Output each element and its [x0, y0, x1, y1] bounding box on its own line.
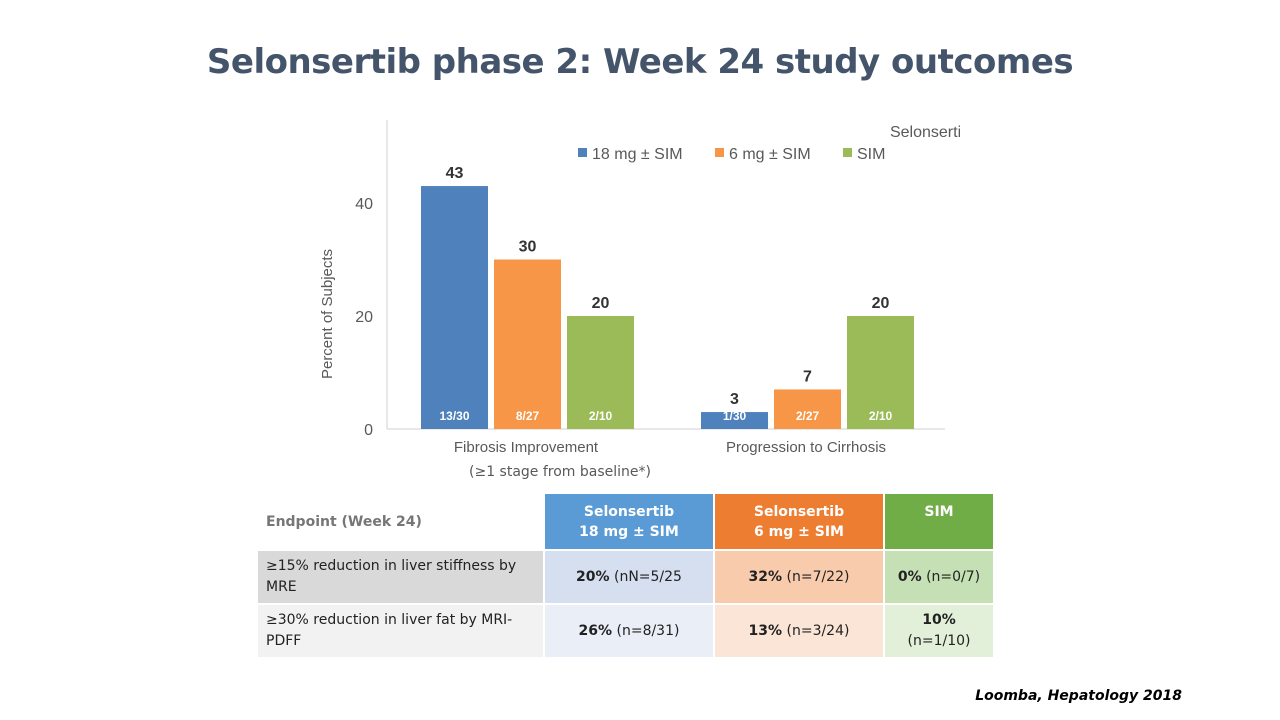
legend-label: 18 mg ± SIM: [592, 146, 683, 163]
y-tick-label: 40: [355, 196, 373, 213]
col-header-18mg: Selonsertib 18 mg ± SIM: [544, 494, 715, 550]
bar: [567, 316, 634, 429]
y-axis-label: Percent of Subjects: [319, 249, 336, 379]
y-tick-label: 0: [364, 422, 373, 439]
value-cell-6mg: 32% (n=7/22): [714, 549, 885, 604]
bar: [847, 316, 914, 429]
bar-value-label: 30: [519, 239, 537, 256]
value-cell-sim: 10% (n=1/10): [884, 603, 995, 657]
legend-label: 6 mg ± SIM: [729, 146, 811, 163]
endpoint-header: Endpoint (Week 24): [258, 494, 545, 550]
legend-label: SIM: [857, 146, 885, 163]
value-cell-18mg: 26% (n=8/31): [544, 603, 715, 657]
bar-count-label: 2/10: [589, 409, 613, 423]
legend-swatch: [715, 148, 724, 157]
table-row: ≥30% reduction in liver fat by MRI-PDFF …: [258, 603, 995, 657]
bar-value-label: 43: [446, 165, 464, 182]
col-header-6mg: Selonsertib 6 mg ± SIM: [714, 494, 885, 550]
table-row: ≥15% reduction in liver stiffness by MRE…: [258, 549, 995, 604]
category-note: (≥1 stage from baseline*): [469, 464, 651, 480]
x-category-label: Progression to Cirrhosis: [726, 439, 886, 456]
col-header-sim: SIM: [884, 494, 995, 550]
citation: Loomba, Hepatology 2018: [975, 688, 1182, 704]
x-category-label: Fibrosis Improvement: [454, 439, 599, 456]
page-title: Selonsertib phase 2: Week 24 study outco…: [206, 42, 1074, 82]
legend-top-label: Selonsertib: [890, 124, 960, 141]
bar: [774, 389, 841, 429]
bar-value-label: 20: [872, 295, 890, 312]
value-cell-sim: 0% (n=0/7): [884, 549, 995, 604]
legend-swatch: [578, 148, 587, 157]
bar-count-label: 2/27: [796, 409, 820, 423]
bar-value-label: 20: [592, 295, 610, 312]
bar: [494, 259, 561, 429]
endpoint-cell: ≥30% reduction in liver fat by MRI-PDFF: [258, 603, 545, 657]
bar-count-label: 8/27: [516, 409, 540, 423]
bar-count-label: 2/10: [869, 409, 893, 423]
value-cell-18mg: 20% (nN=5/25: [544, 549, 715, 604]
bar: [421, 186, 488, 429]
value-cell-6mg: 13% (n=3/24): [714, 603, 885, 657]
legend-swatch: [843, 148, 852, 157]
bar-value-label: 3: [730, 391, 739, 408]
bar-count-label: 1/30: [723, 409, 747, 423]
bar-value-label: 7: [803, 368, 812, 385]
table-header-row: Endpoint (Week 24) Selonsertib 18 mg ± S…: [258, 494, 995, 550]
bar-count-label: 13/30: [439, 409, 469, 423]
outcomes-table: Endpoint (Week 24) Selonsertib 18 mg ± S…: [258, 494, 995, 657]
bar-chart: 0 20 40 Percent of Subjects 43 13/30 31/30 30 8/…: [319, 120, 960, 480]
endpoint-cell: ≥15% reduction in liver stiffness by MRE: [258, 549, 545, 604]
y-tick-label: 20: [355, 309, 373, 326]
bar: [701, 412, 768, 429]
